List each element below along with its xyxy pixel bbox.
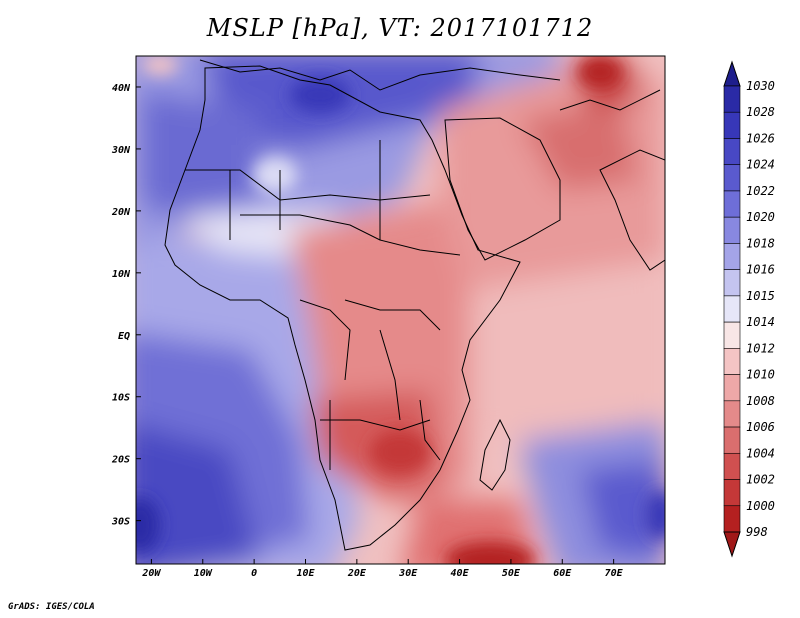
colorbar-level-label: 1002 [746,473,775,487]
colorbar-swatch [723,243,741,270]
lat-tick-label: 10S [112,393,130,404]
colorbar-swatch [723,216,741,244]
colorbar-swatch [723,164,741,192]
colorbar: 1030 1028 1026 1024 1022 1020 1018 1016 1015 1014… [723,60,775,558]
colorbar-level-label: 1026 [746,131,775,145]
colorbar-swatch [723,269,741,297]
colorbar-level-label: 1028 [746,105,775,119]
lon-tick-label: 60E [553,568,572,579]
colorbar-level-label: 1018 [746,236,775,250]
lon-tick-label: 0 [251,568,257,579]
axes: 20W 10W 0 10E 20E 30E 40E 50E 60E 70E 40N 30N 20N 10N… [111,83,624,579]
plot-frame [135,55,666,565]
colorbar-swatch [723,138,741,166]
colorbar-level-label: 1010 [746,368,775,382]
lon-tick-label: 10W [194,568,213,579]
colorbar-level-label: 1014 [746,315,775,329]
colorbar-swatch [723,190,741,218]
colorbar-swatch [723,374,741,402]
colorbar-swatch [723,479,741,507]
colorbar-level-label: 1024 [746,158,775,172]
colorbar-level-label: 1016 [746,263,775,277]
coastlines [164,59,665,551]
colorbar-swatch [723,452,741,480]
colorbar-swatch [723,111,741,139]
colorbar-swatch [723,321,741,349]
lon-tick-label: 50E [502,568,521,579]
lon-tick-label: 20E [347,568,367,579]
colorbar-level-label: 1015 [746,289,775,303]
footer-credit: GrADS: IGES/COLA [8,602,95,612]
colorbar-level-label: 998 [746,525,768,539]
colorbar-swatch [723,295,741,323]
colorbar-bottom-triangle [723,531,741,558]
colorbar-swatch [723,348,741,375]
colorbar-level-label: 1012 [746,341,775,355]
colorbar-swatch [723,505,741,533]
colorbar-level-label: 1008 [746,394,775,408]
colorbar-level-label: 1030 [746,79,775,93]
lat-tick-label: EQ [118,331,130,342]
lat-tick-label: 30S [111,517,130,528]
lat-tick-label: 10N [112,269,131,280]
lat-tick-label: 20N [111,207,131,218]
lat-tick-label: 20S [111,455,130,466]
colorbar-level-label: 1004 [746,446,775,460]
lon-tick-label: 30E [398,568,418,579]
lon-tick-label: 40E [451,568,470,579]
colorbar-level-label: 1020 [746,210,775,224]
colorbar-swatch [723,400,741,428]
colorbar-level-label: 1022 [746,184,775,198]
lat-tick-label: 40N [112,83,131,94]
lon-tick-label: 70E [605,568,624,579]
lat-tick-label: 30N [111,145,131,156]
colorbar-swatch [723,426,741,454]
lon-tick-label: 20W [141,568,161,579]
colorbar-level-label: 1000 [746,499,775,513]
colorbar-swatch [723,85,741,113]
pressure-field [136,56,665,564]
map-title: MSLP [hPa], VT: 2017101712 [206,14,594,42]
colorbar-level-label: 1006 [746,420,775,434]
lon-tick-label: 10E [296,568,315,579]
colorbar-top-triangle [723,60,741,87]
